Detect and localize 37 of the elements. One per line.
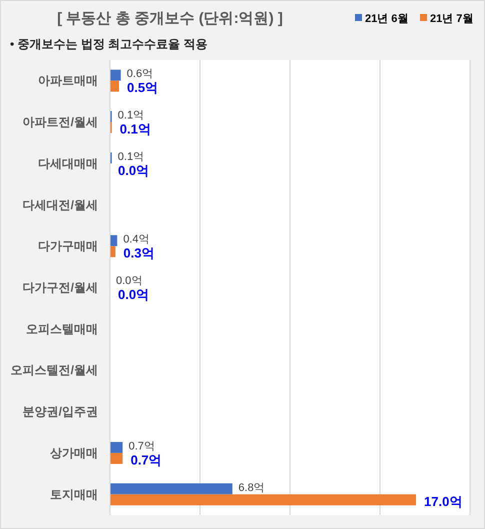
- data-label: 0.1억: [118, 150, 144, 163]
- data-label: 6.8억: [238, 482, 265, 494]
- bar: [110, 494, 416, 506]
- y-tick-label: 다가구매매: [38, 239, 98, 254]
- data-label: 0.7억: [128, 440, 155, 452]
- text: • 중개보수는 법정 최고수수료율 적용: [10, 37, 208, 51]
- data-label: 0.7억: [130, 452, 162, 468]
- y-tick-label: 토지매매: [50, 487, 98, 502]
- data-label: 0.1억: [118, 110, 144, 122]
- y-tick-label: 아파트매매: [38, 74, 98, 88]
- y-tick-label: 아파트전/월세: [22, 115, 98, 130]
- y-tick-label: 오피스텔전/월세: [10, 363, 98, 378]
- y-tick-label: 다세대매매: [38, 156, 98, 170]
- data-label: 0.6억: [126, 68, 154, 80]
- bar: [110, 442, 123, 453]
- data-label: 0.4억: [123, 234, 150, 246]
- bar: [110, 235, 118, 246]
- legend-label: 21년 7월: [430, 13, 474, 25]
- y-tick-label: 다세대전/월세: [22, 198, 98, 212]
- bar: [110, 246, 116, 258]
- y-tick-label: 분양권/입주권: [22, 404, 98, 419]
- bar: [110, 452, 123, 464]
- y-tick-label: 다가구전/월세: [22, 280, 98, 294]
- bar: [110, 70, 121, 81]
- data-label: 0.5억: [127, 80, 158, 96]
- data-label: 17.0억: [424, 494, 462, 509]
- y-tick-label: 오피스텔매매: [26, 322, 98, 336]
- y-tick-label: 상가매매: [49, 446, 98, 460]
- chart-title: [ 부동산 총 중개보수 (단위:억원) ]: [57, 10, 283, 27]
- data-label: 0.0억: [118, 287, 150, 302]
- bar: [110, 483, 232, 494]
- data-label: 0.1억: [120, 122, 151, 137]
- data-label: 0.3억: [123, 246, 154, 261]
- data-label: 0.0억: [116, 275, 142, 287]
- bar: [110, 80, 119, 92]
- legend-label: 21년 6월: [365, 13, 408, 25]
- data-label: 0.0억: [118, 162, 150, 178]
